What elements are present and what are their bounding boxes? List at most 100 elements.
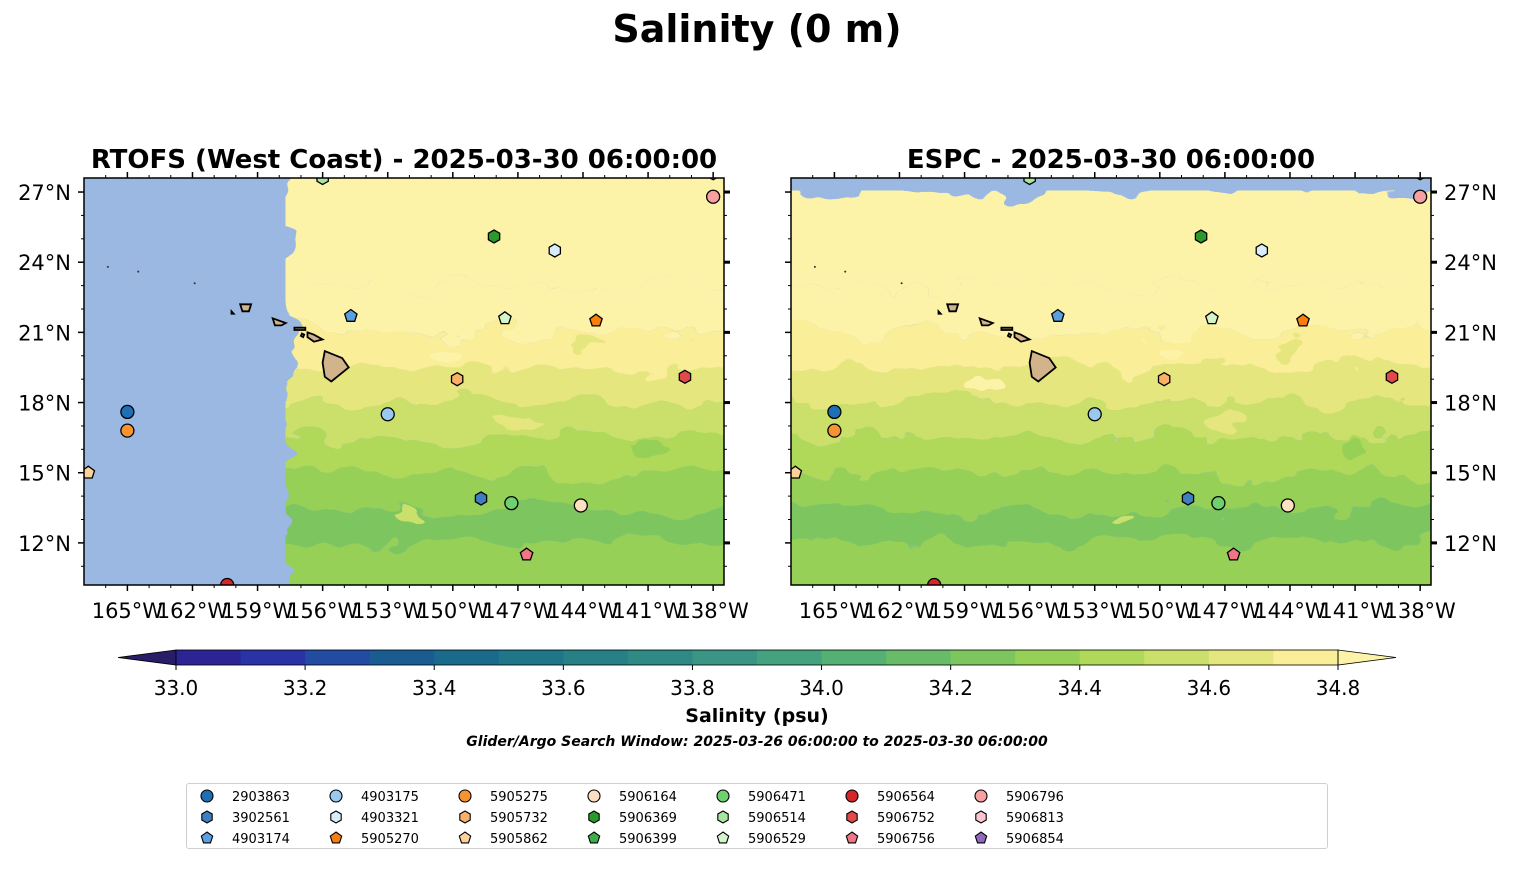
float-marker-5906369 [1194,229,1208,244]
salinity-band [791,542,1431,585]
legend: 2903863 3902561 4903174 4903175 4903321 59052… [186,783,1328,849]
float-marker-5906529 [497,310,512,325]
legend-marker-5905862 [458,831,472,844]
float-marker-5906164 [1280,498,1295,513]
legend-label: 5906514 [748,811,806,826]
salinity-band [285,542,724,585]
x-tick-label: 147°W [482,599,554,623]
hawaiian-islands-rtofs [106,265,350,383]
panel-title-espc: ESPC - 2025-03-30 06:00:00 [907,145,1315,175]
salinity-band [285,507,724,543]
x-tick-label: 141°W [612,599,684,623]
legend-marker-5906164 [587,789,601,803]
legend-label: 5906471 [748,790,806,805]
y-tick-label: 24°N [18,251,71,275]
colorbar-extend-high [1337,649,1397,666]
y-tick-label: 27°N [18,181,71,205]
float-marker-5906756 [1226,547,1241,561]
salinity-eddy [497,411,538,426]
legend-label: 3902561 [232,811,290,826]
x-tick-label: 162°W [157,599,229,623]
float-marker-5905732 [1157,371,1171,387]
x-tick-label: 153°W [352,599,424,623]
legend-entries: 2903863 3902561 4903174 4903175 4903321 59052… [200,789,1064,847]
colorbar-tick-label: 34.6 [1187,676,1232,700]
y-tick-label: 21°N [18,321,71,345]
island [1006,332,1013,339]
x-tick-label: 159°W [222,599,294,623]
float-marker-5906752 [1385,369,1399,385]
colorbar-tick-label: 33.0 [154,676,199,700]
float-marker-5906796 [1413,189,1428,204]
colorbar-label: Salinity (psu) [685,705,828,727]
island [1028,349,1057,383]
x-tick-label: 150°W [1124,599,1196,623]
salinity-eddy [1101,508,1132,521]
float-marker-5906471 [1211,495,1226,511]
colorbar-segment [176,650,242,665]
island [1013,331,1033,343]
legend-label: 5906796 [1006,790,1064,805]
y-tick-label: 21°N [1444,321,1497,345]
colorbar-segment [627,650,693,665]
legend-label: 5906399 [619,832,677,847]
frame-espc [790,177,1432,586]
salinity-eddy [394,508,425,521]
legend-marker-5906529 [716,831,730,844]
colorbar-segment [240,650,306,665]
float-marker-5906756 [519,547,534,561]
island [945,303,960,313]
float-marker-4903321 [1255,243,1269,258]
islet [844,270,847,273]
legend-marker-3902561 [201,810,213,824]
float-marker-5906369 [487,229,501,244]
colorbar-tick-label: 33.4 [412,676,457,700]
colorbar-tick-label: 34.8 [1316,676,1361,700]
island [293,326,307,331]
x-tick-label: 156°W [287,599,359,623]
float-marker-5906529 [1204,310,1219,325]
float-marker-5905270 [589,313,603,327]
float-marker-5906514 [1023,178,1036,186]
salinity-eddy [630,439,667,460]
colorbar-tick-label: 34.4 [1058,676,1103,700]
colorbar-segment [950,650,1016,665]
axes-espc: 165°W162°W159°W156°W153°W150°W147°W144°W… [785,172,1497,623]
salinity-eddy [438,343,467,360]
island [1000,326,1014,331]
legend-label: 5906529 [748,832,806,847]
x-tick-label: 138°W [677,599,749,623]
x-tick-label: 147°W [1189,599,1261,623]
island [230,308,236,315]
float-marker-4903321 [548,243,562,258]
float-marker-5905275 [827,423,842,438]
float-marker-4903174 [1050,308,1065,322]
x-tick-label: 144°W [547,599,619,623]
float-marker-3902561 [474,491,488,506]
salinity-eddy [669,519,714,544]
legend-label: 5906813 [1006,811,1064,826]
legend-marker-2903863 [200,789,214,803]
salinity-eddy [1337,439,1374,460]
y-tick-label: 18°N [18,392,71,416]
colorbar-tick-label: 33.8 [670,676,715,700]
legend-label: 5906164 [619,790,677,805]
salinity-band [791,472,1431,508]
float-markers-rtofs [84,178,721,585]
legend-label: 5905275 [490,790,548,805]
colorbar-extend-low [117,649,177,666]
y-tick-label: 15°N [1444,462,1497,486]
float-marker-4903175 [380,407,395,422]
y-tick-label: 12°N [18,532,71,556]
salinity-band [285,285,724,333]
legend-marker-4903174 [200,831,214,844]
y-tick-label: 12°N [1444,532,1497,556]
salinity-band [791,190,1431,286]
x-tick-label: 141°W [1319,599,1391,623]
float-marker-5905862 [84,465,96,479]
salinity-band [791,332,1431,368]
x-tick-label: 165°W [92,599,164,623]
axes-rtofs: 165°W162°W159°W156°W153°W150°W147°W144°W… [18,172,749,623]
float-marker-5906752 [678,369,692,385]
float-marker-5905862 [791,465,803,479]
